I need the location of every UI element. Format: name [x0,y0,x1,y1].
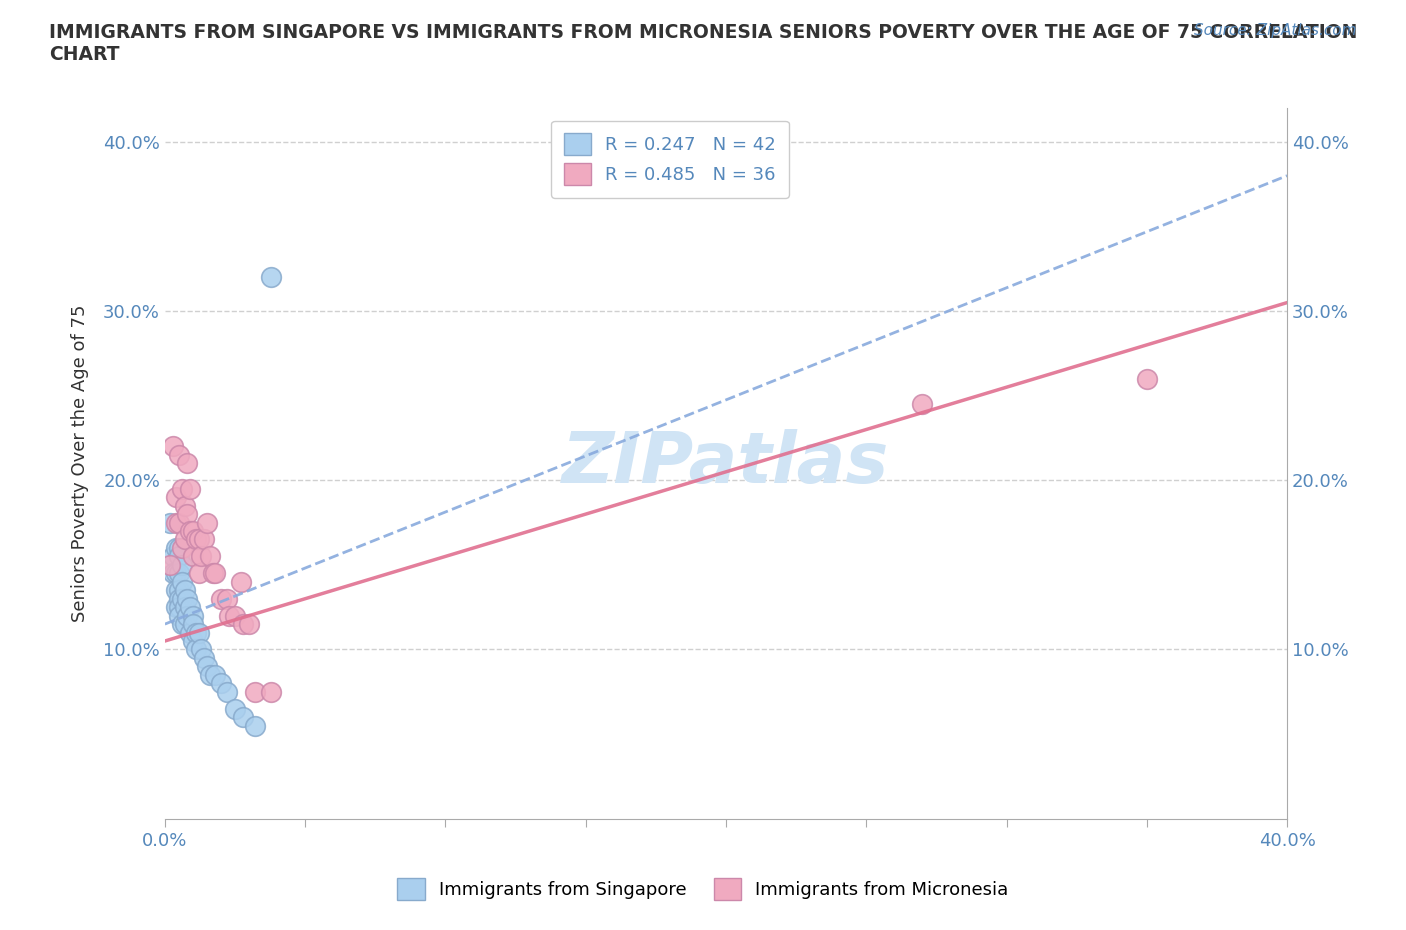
Point [167,565,190,580]
Point [170,591,193,606]
Point [170,617,193,631]
Point [173,532,195,547]
Point [173,617,195,631]
Legend: R = 0.247   N = 42, R = 0.485   N = 36: R = 0.247 N = 42, R = 0.485 N = 36 [551,121,789,198]
Point [195,659,218,674]
Point [184,532,207,547]
Point [181,633,204,648]
Point [209,676,232,691]
Point [201,565,224,580]
Point [260,270,283,285]
Point [187,532,209,547]
Point [181,608,204,623]
Point [162,549,184,564]
Point [190,549,212,564]
Point [167,591,190,606]
Point [195,515,218,530]
Point [187,565,209,580]
Text: Source: ZipAtlas.com: Source: ZipAtlas.com [1194,23,1357,38]
Legend: Immigrants from Singapore, Immigrants from Micronesia: Immigrants from Singapore, Immigrants fr… [391,870,1015,907]
Point [165,565,187,580]
Point [165,600,187,615]
Y-axis label: Seniors Poverty Over the Age of 75: Seniors Poverty Over the Age of 75 [72,305,89,622]
Point [209,591,232,606]
Point [179,625,201,640]
Point [215,591,238,606]
Point [162,439,184,454]
Point [198,549,221,564]
Point [190,642,212,657]
Point [167,583,190,598]
Point [232,710,254,724]
Point [181,617,204,631]
Point [184,642,207,657]
Point [224,701,246,716]
Point [176,456,198,471]
Point [181,549,204,564]
Point [260,684,283,699]
Point [204,668,226,683]
Point [173,498,195,513]
Point [179,600,201,615]
Point [170,557,193,572]
Point [224,608,246,623]
Point [193,532,215,547]
Point [179,482,201,497]
Point [176,591,198,606]
Point [238,617,260,631]
Text: IMMIGRANTS FROM SINGAPORE VS IMMIGRANTS FROM MICRONESIA SENIORS POVERTY OVER THE: IMMIGRANTS FROM SINGAPORE VS IMMIGRANTS … [49,23,1358,64]
Point [198,668,221,683]
Point [179,524,201,538]
Point [167,515,190,530]
Point [218,608,240,623]
Point [243,718,266,733]
Point [162,565,184,580]
Point [165,540,187,555]
Point [173,600,195,615]
Point [176,507,198,522]
Point [165,490,187,505]
Point [181,524,204,538]
Point [167,540,190,555]
Point [184,625,207,640]
Point [243,684,266,699]
Point [173,583,195,598]
Point [187,625,209,640]
Point [229,575,252,590]
Point [911,397,934,412]
Point [165,583,187,598]
Point [232,617,254,631]
Point [193,650,215,665]
Point [167,447,190,462]
Point [165,515,187,530]
Point [176,608,198,623]
Point [167,608,190,623]
Point [167,549,190,564]
Text: ZIPatlas: ZIPatlas [562,429,890,498]
Point [170,482,193,497]
Point [204,565,226,580]
Point [159,515,181,530]
Point [170,540,193,555]
Point [170,575,193,590]
Point [215,684,238,699]
Point [159,557,181,572]
Point [167,600,190,615]
Point [1136,371,1159,386]
